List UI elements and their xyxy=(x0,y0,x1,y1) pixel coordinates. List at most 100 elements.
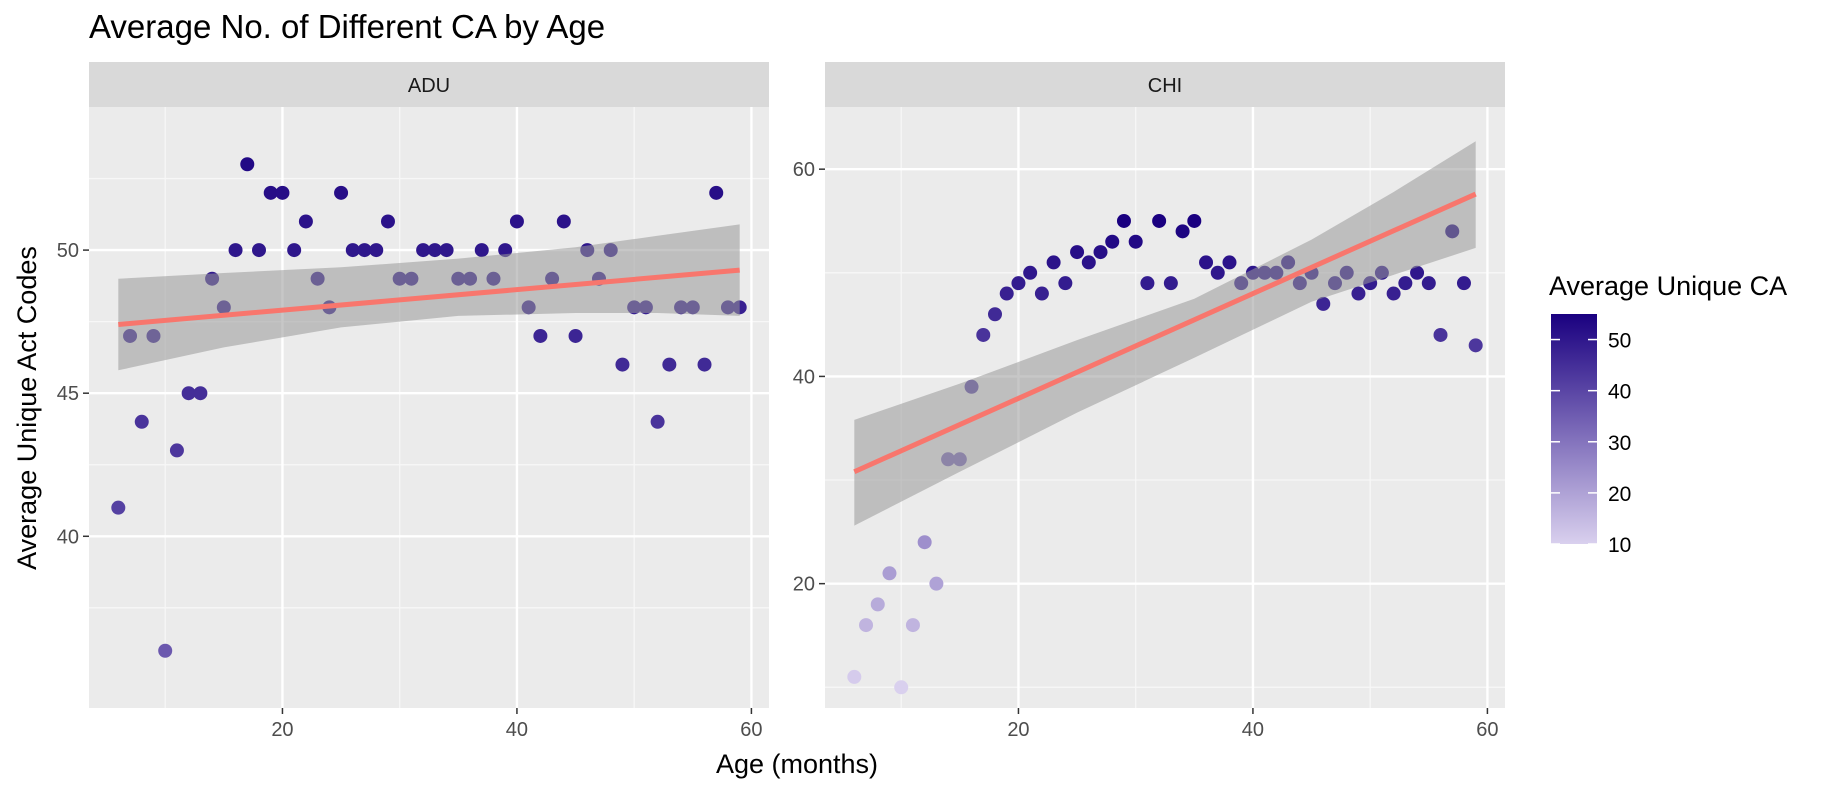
data-point xyxy=(181,386,196,401)
data-point xyxy=(1433,327,1448,342)
data-point xyxy=(1316,296,1331,311)
fit-line xyxy=(853,191,1477,475)
data-point xyxy=(1222,255,1237,270)
panel-chi: CHI 20 40 60 20 40 60 xyxy=(793,62,1505,741)
legend-tick-label: 30 xyxy=(1608,432,1631,455)
data-point xyxy=(111,500,126,515)
data-point xyxy=(894,680,909,695)
chart-title: Average No. of Different CA by Age xyxy=(89,8,605,45)
data-point xyxy=(650,414,665,429)
data-point xyxy=(380,214,395,229)
data-point xyxy=(240,157,255,172)
data-point xyxy=(357,243,372,258)
x-tick-label: 20 xyxy=(271,719,293,741)
data-point xyxy=(1152,213,1167,228)
data-point xyxy=(709,185,724,200)
legend: Average Unique CA 10 20 30 40 50 xyxy=(1549,271,1787,557)
data-point xyxy=(498,243,513,258)
data-point xyxy=(287,243,302,258)
data-point xyxy=(870,597,885,612)
y-axis-title: Average Unique Act Codes xyxy=(12,246,42,570)
data-point xyxy=(252,243,266,258)
data-point xyxy=(1351,286,1366,301)
data-point xyxy=(976,327,991,342)
data-point xyxy=(1046,255,1061,270)
facet-strip xyxy=(89,62,769,107)
y-tick-label: 40 xyxy=(57,526,79,548)
data-point xyxy=(1398,276,1413,291)
data-point xyxy=(1410,265,1425,280)
legend-tick-label: 10 xyxy=(1608,534,1631,557)
data-point xyxy=(533,328,548,343)
data-point xyxy=(158,643,173,658)
data-point xyxy=(1058,276,1073,291)
data-point xyxy=(988,307,1002,322)
data-point xyxy=(1023,265,1038,280)
data-point xyxy=(917,535,932,550)
data-point xyxy=(1034,286,1049,301)
data-point xyxy=(556,214,571,229)
y-tick-label: 60 xyxy=(793,159,815,181)
data-point xyxy=(1116,213,1131,228)
x-tick-label: 40 xyxy=(1242,719,1264,741)
x-tick-label: 20 xyxy=(1007,719,1029,741)
data-point xyxy=(1163,276,1178,291)
data-point xyxy=(427,243,442,258)
data-point xyxy=(662,357,677,372)
data-point xyxy=(859,618,874,633)
data-point xyxy=(345,243,360,258)
y-tick-label: 40 xyxy=(793,366,815,388)
data-point xyxy=(999,286,1014,301)
facet-strip xyxy=(825,62,1505,107)
x-axis-title: Age (months) xyxy=(716,749,878,779)
data-point xyxy=(1468,338,1483,353)
panel-background xyxy=(89,107,769,708)
legend-tick-label: 40 xyxy=(1608,381,1631,404)
data-point xyxy=(1105,234,1120,249)
data-point xyxy=(1140,276,1155,291)
x-tick-label: 40 xyxy=(506,719,528,741)
facet-label: ADU xyxy=(408,75,450,97)
data-point xyxy=(568,328,583,343)
data-point xyxy=(193,386,208,401)
data-point xyxy=(905,618,920,633)
data-point xyxy=(1128,234,1143,249)
data-point xyxy=(929,576,944,591)
legend-tick-label: 20 xyxy=(1608,483,1631,506)
facet-label: CHI xyxy=(1148,75,1182,97)
data-point xyxy=(509,214,524,229)
data-point xyxy=(1070,245,1085,260)
data-point xyxy=(1175,224,1190,239)
data-point xyxy=(1187,213,1202,228)
legend-title: Average Unique CA xyxy=(1549,271,1787,301)
data-point xyxy=(228,243,243,258)
data-point xyxy=(1199,255,1214,270)
data-point xyxy=(1011,276,1026,291)
data-point xyxy=(1093,245,1108,260)
y-tick-label: 20 xyxy=(793,574,815,596)
data-point xyxy=(882,566,897,581)
data-point xyxy=(1210,265,1225,280)
x-tick-label: 60 xyxy=(740,719,762,741)
y-tick-label: 50 xyxy=(57,240,79,262)
legend-colorbar xyxy=(1551,314,1597,544)
data-point xyxy=(134,414,149,429)
data-point xyxy=(416,243,431,258)
data-point xyxy=(369,243,384,258)
data-point xyxy=(615,357,630,372)
data-point xyxy=(439,243,454,258)
data-point xyxy=(275,185,290,200)
data-point xyxy=(263,185,278,200)
data-point xyxy=(169,443,184,458)
y-tick-label: 45 xyxy=(57,383,79,405)
data-point xyxy=(697,357,712,372)
data-point xyxy=(474,243,489,258)
data-point xyxy=(298,214,313,229)
data-point xyxy=(1456,276,1471,291)
x-tick-label: 60 xyxy=(1476,719,1498,741)
data-point xyxy=(334,185,349,200)
data-point xyxy=(1081,255,1096,270)
data-point xyxy=(1421,276,1436,291)
data-point xyxy=(847,669,862,684)
